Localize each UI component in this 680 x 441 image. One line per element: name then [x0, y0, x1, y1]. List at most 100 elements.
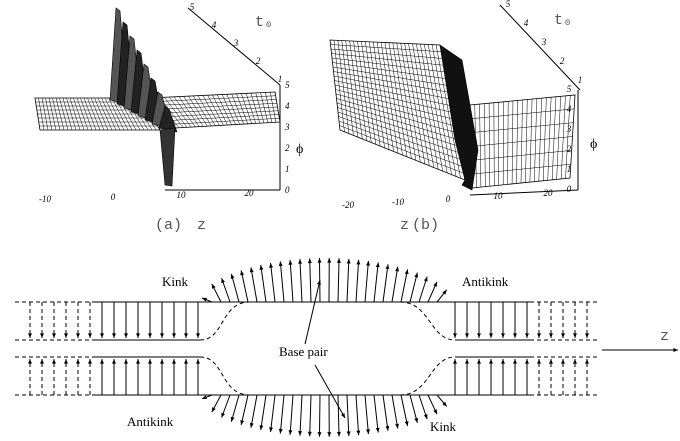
arrow-head — [489, 333, 493, 338]
arrow-head — [673, 348, 678, 352]
arrow-head — [549, 359, 553, 364]
arrow-head — [76, 359, 80, 364]
strand — [300, 395, 302, 436]
arrow-head — [465, 333, 469, 338]
arrow-head — [477, 333, 481, 338]
strand — [401, 395, 408, 426]
arrow-head — [395, 267, 399, 272]
arrow-head — [318, 258, 322, 263]
tick-label: -10 — [39, 194, 51, 204]
tick-label: 1 — [278, 74, 283, 84]
tick-label: 2 — [567, 144, 572, 154]
arrow-head — [501, 333, 505, 338]
strand — [241, 270, 248, 302]
strand — [365, 261, 368, 302]
arrow-head — [298, 431, 302, 436]
arrow-head — [501, 359, 505, 364]
arrow-head — [477, 359, 481, 364]
tick-label: -20 — [342, 200, 354, 210]
arrow-head — [40, 359, 44, 364]
arrow-head — [112, 333, 116, 338]
arrow-head — [356, 260, 360, 265]
tick-label: 1 — [285, 164, 290, 174]
arrow-head — [88, 333, 92, 338]
strand — [300, 259, 302, 302]
antikink-label: Antikink — [127, 414, 174, 429]
kink-label: Kink — [430, 419, 457, 434]
strand — [401, 269, 408, 302]
axis-label: t₀ — [554, 12, 572, 29]
strand — [200, 302, 250, 340]
arrow-head — [453, 359, 457, 364]
strand — [374, 262, 378, 302]
strand — [290, 395, 293, 435]
page: 54321543210-1001020 54321543210-20-10010… — [0, 0, 680, 441]
arrow-head — [356, 430, 360, 435]
tick-label: 1 — [578, 75, 583, 85]
strand — [400, 302, 455, 340]
strand — [338, 258, 339, 302]
arrow-head — [549, 333, 553, 338]
arrow-head — [160, 359, 164, 364]
arrow-head — [124, 359, 128, 364]
arrow-head — [250, 268, 254, 273]
diagram — [15, 258, 678, 437]
tick-label: 3 — [541, 37, 547, 47]
strand — [347, 259, 349, 302]
tick-label: 0 — [567, 184, 572, 194]
strand — [280, 395, 284, 434]
axis-label: ϕ — [590, 137, 597, 152]
strand — [261, 265, 266, 302]
tick-label: 5 — [506, 0, 511, 9]
tick-label: 20 — [544, 188, 554, 198]
tick-label: 3 — [566, 124, 572, 134]
axis-label: z — [660, 328, 669, 345]
tick-label: 10 — [177, 190, 187, 200]
arrow-head — [465, 359, 469, 364]
arrow-head — [347, 431, 351, 436]
strand — [280, 261, 284, 302]
strand — [392, 267, 398, 302]
strand — [200, 357, 250, 395]
arrow-head — [184, 333, 188, 338]
arrow-head — [573, 359, 577, 364]
tick-label: 2 — [256, 56, 261, 66]
arrow-head — [318, 432, 322, 437]
arrow-head — [424, 277, 428, 282]
arrow-head — [64, 359, 68, 364]
arrow-head — [288, 430, 292, 435]
arrow-head — [231, 417, 235, 422]
figure: 54321543210-1001020 54321543210-20-10010… — [0, 0, 680, 441]
strand — [400, 357, 455, 395]
arrow-head — [28, 359, 32, 364]
arrow-head — [221, 413, 225, 418]
tick-label: 0 — [446, 194, 451, 204]
arrow-head — [196, 359, 200, 364]
arrow-head — [240, 270, 244, 275]
arrow-head — [405, 421, 409, 426]
strand — [383, 264, 388, 302]
arrow-head — [40, 333, 44, 338]
arrow-head — [585, 359, 589, 364]
strand — [261, 395, 266, 430]
axis-label: t₀ — [255, 14, 273, 31]
arrow-head — [64, 333, 68, 338]
strand — [374, 395, 378, 433]
tick-label: 3 — [233, 38, 239, 48]
tick-label: 4 — [212, 20, 217, 30]
ridge-front — [160, 128, 175, 186]
arrow-head — [537, 359, 541, 364]
arrow-head — [573, 333, 577, 338]
arrow-head — [337, 258, 341, 263]
arrow-head — [172, 359, 176, 364]
axis-line — [470, 190, 578, 195]
arrow-head — [52, 333, 56, 338]
arrow-head — [288, 260, 292, 265]
arrow-head — [100, 333, 104, 338]
tick-label: 4 — [567, 104, 572, 114]
arrow-head — [513, 333, 517, 338]
arrow-head — [561, 333, 565, 338]
strand — [356, 260, 359, 302]
arrow-head — [148, 333, 152, 338]
